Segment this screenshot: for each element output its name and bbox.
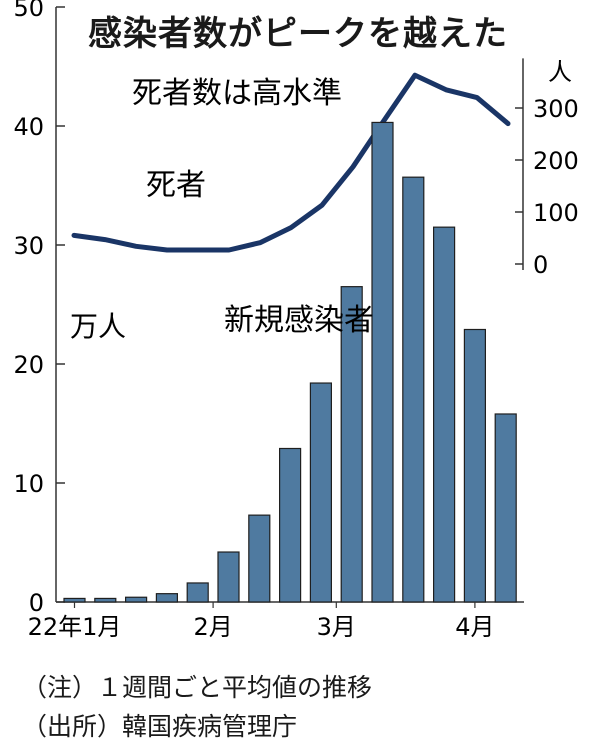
bar [433, 226, 456, 603]
annotation-high-deaths: 死者数は高水準 [132, 76, 342, 111]
bar [463, 328, 486, 603]
chart-title: 感染者数がピークを越えた [88, 14, 508, 54]
bar [248, 514, 271, 603]
y-tick-label: 200 [533, 147, 579, 175]
y-tick-label: 0 [533, 251, 548, 279]
bar [494, 413, 517, 603]
bar [309, 382, 332, 603]
y-tick-label: 30 [13, 232, 44, 260]
bar [371, 121, 394, 603]
x-tick-label: 3月 [317, 613, 356, 641]
bar [340, 286, 363, 603]
series-label-deaths: 死者 [146, 168, 206, 203]
bar [402, 176, 425, 603]
infections-bar-chart: 0 10 20 30 40 50 22年1月 2月 3月 4月 万人 新規感染者 [13, 0, 524, 641]
bar [186, 582, 209, 603]
x-tick-label: 4月 [455, 613, 494, 641]
bar [217, 551, 240, 603]
source-note: （出所）韓国疾病管理庁 [22, 712, 298, 741]
bar [279, 447, 302, 603]
x-tick-label: 2月 [193, 613, 232, 641]
y-tick-label: 40 [13, 113, 44, 141]
y-unit-label: 万人 [70, 310, 126, 343]
bar [124, 596, 148, 603]
deaths-line-chart: 人 0 100 200 300 死者 死者数は高水準 [71, 58, 579, 279]
bar [63, 597, 86, 603]
y-tick-label: 300 [533, 95, 579, 123]
bar [155, 593, 178, 603]
y-tick-label: 10 [13, 470, 44, 498]
y-tick-label: 20 [13, 351, 44, 379]
series-label-infections: 新規感染者 [224, 303, 374, 338]
deaths-line [71, 72, 511, 253]
footnote: （注）１週間ごと平均値の推移 [22, 673, 373, 702]
bar [94, 597, 117, 603]
y-tick-label: 100 [533, 199, 579, 227]
y-unit-label: 人 [548, 58, 572, 86]
x-tick-label: 22年1月 [28, 613, 122, 641]
y-tick-label: 50 [13, 0, 44, 22]
y-tick-label: 0 [29, 589, 44, 617]
